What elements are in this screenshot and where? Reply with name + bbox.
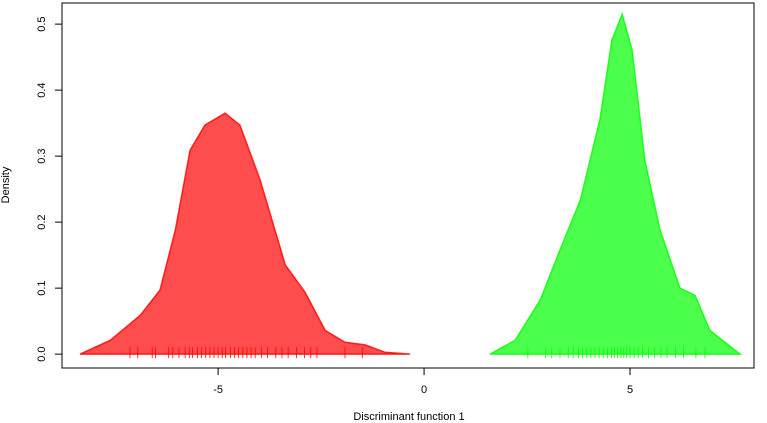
y-tick-label: 0.4 (36, 82, 48, 97)
x-tick-label: -5 (213, 384, 223, 396)
y-tick-label: 0.5 (36, 16, 48, 31)
x-axis-label: Discriminant function 1 (353, 411, 464, 423)
y-tick-label: 0.0 (36, 346, 48, 361)
y-tick-label: 0.3 (36, 148, 48, 163)
density-area (489, 11, 743, 355)
y-axis-label: Density (0, 166, 12, 203)
x-tick-label: 0 (421, 384, 427, 396)
density-area (79, 112, 411, 355)
y-tick-label: 0.2 (36, 214, 48, 229)
x-tick-label: 5 (627, 384, 633, 396)
y-tick-label: 0.1 (36, 280, 48, 295)
plot-frame (61, 2, 755, 369)
